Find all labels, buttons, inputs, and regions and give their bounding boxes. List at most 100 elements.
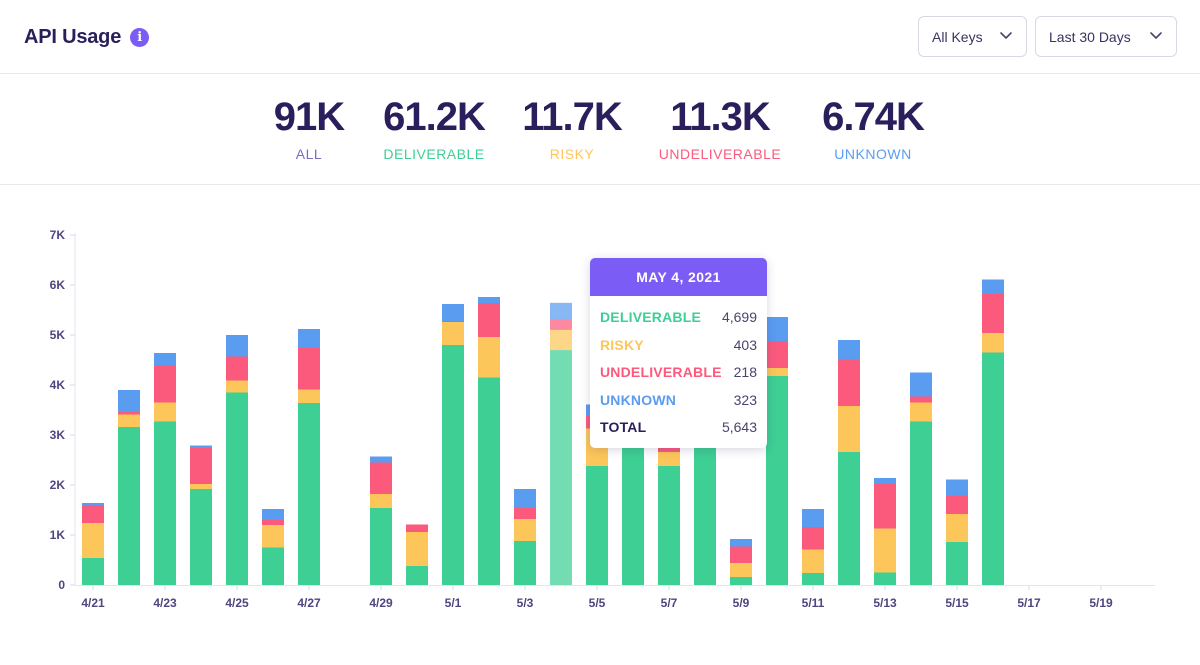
bar-segment [910, 421, 932, 585]
tooltip-value: 4,699 [721, 309, 757, 325]
bar-segment [298, 348, 320, 390]
stat-risky: 11.7K RISKY [510, 94, 634, 162]
bar-segment [478, 303, 500, 337]
bar-segment [154, 353, 176, 366]
y-tick-label: 1K [50, 528, 66, 542]
bar-segment [838, 340, 860, 360]
bar-segment [586, 466, 608, 585]
bar-segment [874, 572, 896, 585]
bar-segment [874, 484, 896, 529]
bar-segment [910, 402, 932, 422]
bar-segment [802, 509, 824, 527]
stat-value: 11.3K [670, 95, 771, 139]
bar-segment [442, 345, 464, 585]
bar-segment [730, 563, 752, 577]
bar-segment [82, 503, 104, 505]
bar-segment [118, 427, 140, 585]
stat-label: UNKNOWN [834, 146, 912, 162]
bar-segment [226, 356, 248, 381]
x-tick-label: 5/5 [589, 596, 606, 610]
bar-segment [190, 489, 212, 585]
bar-segment [514, 519, 536, 541]
bar-segment [370, 462, 392, 494]
bar-segment [550, 319, 572, 330]
chart-tooltip: MAY 4, 2021 DELIVERABLE 4,699 RISKY 403 … [590, 258, 767, 448]
bar-segment [406, 566, 428, 585]
api-keys-dropdown-label: All Keys [932, 28, 983, 45]
x-tick-label: 5/3 [517, 596, 534, 610]
x-tick-label: 4/27 [297, 596, 321, 610]
y-tick-label: 7K [50, 228, 66, 242]
tooltip-value: 323 [733, 392, 757, 408]
stat-label: UNDELIVERABLE [658, 146, 782, 162]
bar-segment [226, 392, 248, 585]
bar-segment [478, 377, 500, 585]
bar-segment [658, 452, 680, 466]
tooltip-label: DELIVERABLE [600, 309, 701, 325]
x-tick-label: 5/19 [1089, 596, 1113, 610]
bar-segment [730, 539, 752, 547]
tooltip-value: 218 [733, 364, 757, 380]
bar-segment [154, 421, 176, 585]
stat-all: 91K ALL [259, 94, 359, 162]
bar-segment [514, 489, 536, 508]
bar-segment [370, 456, 392, 463]
stat-label: ALL [295, 146, 323, 162]
bar-segment [514, 541, 536, 585]
bar-segment [766, 317, 788, 341]
bar-segment [118, 411, 140, 415]
bar-segment [514, 507, 536, 519]
tooltip-row-undeliverable: UNDELIVERABLE 218 [600, 364, 757, 380]
stat-value: 61.2K [383, 95, 486, 139]
x-tick-label: 4/23 [153, 596, 177, 610]
bar-segment [874, 478, 896, 484]
stat-value: 91K [273, 95, 345, 139]
bar-segment [262, 509, 284, 520]
x-tick-label: 5/17 [1017, 596, 1041, 610]
bar-segment [658, 444, 680, 452]
bar-segment [838, 452, 860, 585]
x-tick-label: 5/9 [733, 596, 750, 610]
bar-segment [190, 448, 212, 484]
stat-label: RISKY [549, 146, 595, 162]
bar-segment [910, 396, 932, 403]
tooltip-row-risky: RISKY 403 [600, 337, 757, 353]
bar-segment [946, 495, 968, 514]
page-title: API Usage i [24, 26, 150, 49]
x-tick-label: 4/25 [225, 596, 249, 610]
bar-segment [910, 372, 932, 397]
bar-segment [262, 525, 284, 548]
bar-segment [982, 279, 1004, 294]
date-range-dropdown[interactable]: Last 30 Days [1035, 16, 1177, 57]
bar-segment [550, 302, 572, 319]
x-tick-label: 5/13 [873, 596, 897, 610]
date-range-dropdown-label: Last 30 Days [1049, 28, 1131, 45]
x-tick-label: 5/7 [661, 596, 678, 610]
tooltip-date: MAY 4, 2021 [590, 258, 767, 296]
bar-segment [946, 479, 968, 496]
bar-segment [478, 297, 500, 303]
y-tick-label: 4K [50, 378, 66, 392]
bar-segment [802, 549, 824, 573]
bar-segment [946, 542, 968, 585]
stat-unknown: 6.74K UNKNOWN [805, 94, 941, 162]
bar-segment [766, 376, 788, 585]
api-keys-dropdown[interactable]: All Keys [918, 16, 1027, 57]
x-tick-label: 5/15 [945, 596, 969, 610]
y-tick-label: 6K [50, 278, 66, 292]
bar-segment [370, 508, 392, 585]
bar-segment [550, 329, 572, 351]
bar-segment [298, 389, 320, 403]
bar-segment [838, 359, 860, 406]
bar-segment [262, 520, 284, 525]
bar-segment [226, 335, 248, 357]
y-tick-label: 3K [50, 428, 66, 442]
bar-segment [946, 514, 968, 542]
bar-segment [190, 445, 212, 448]
tooltip-value: 5,643 [721, 419, 757, 435]
bar-segment [298, 403, 320, 585]
bar-segment [982, 333, 1004, 353]
info-icon[interactable]: i [130, 28, 150, 47]
bar-segment [154, 402, 176, 422]
y-tick-label: 2K [50, 478, 66, 492]
